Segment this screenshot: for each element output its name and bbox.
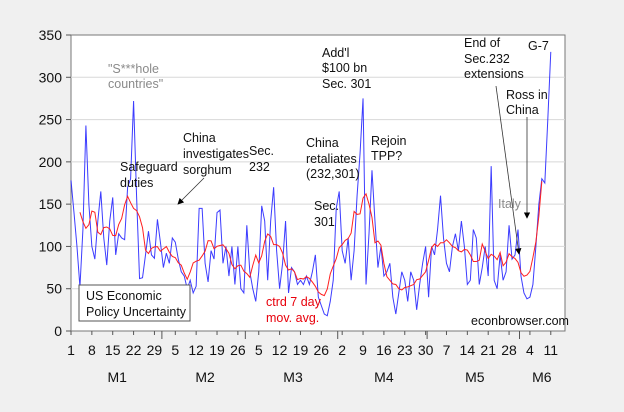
y-axis: 0 50 100 150 200 250 300 350 bbox=[39, 27, 71, 339]
month-label: M4 bbox=[374, 369, 394, 385]
x-tick-label: 30 bbox=[418, 342, 434, 358]
ma-label: ctrd 7 day mov. avg. bbox=[266, 295, 322, 325]
arrow-sorghum bbox=[177, 177, 205, 205]
annotation-line: $100 bn bbox=[322, 61, 367, 75]
annotation-sec301: Sec. 301 bbox=[314, 199, 339, 229]
annotation-line: (232,301) bbox=[306, 167, 360, 181]
x-axis: 1 8 15 22 29 5 12 19 26 5 12 19 26 2 9 16 23 30 7 14 21 28 4 11 bbox=[67, 331, 558, 358]
month-label: M3 bbox=[283, 369, 303, 385]
annotation-ross: Ross in China bbox=[506, 88, 548, 219]
annotation-line: China bbox=[183, 131, 216, 145]
annotation-line: ctrd 7 day bbox=[266, 295, 322, 309]
arrow-end232 bbox=[495, 85, 522, 255]
month-label: M2 bbox=[195, 369, 215, 385]
y-tick-label: 250 bbox=[39, 112, 63, 128]
annotation-line: 301 bbox=[314, 215, 335, 229]
legend-box: US Economic Policy Uncertainty bbox=[78, 284, 191, 322]
month-labels: M1 M2 M3 M4 M5 M6 bbox=[107, 369, 551, 385]
annotation-retaliates: China retaliates (232,301) bbox=[306, 136, 360, 181]
y-tick-label: 0 bbox=[54, 323, 62, 339]
x-tick-label: 4 bbox=[526, 342, 534, 358]
x-tick-label: 1 bbox=[67, 342, 75, 358]
annotation-line: 232 bbox=[249, 160, 270, 174]
annotation-line: extensions bbox=[464, 67, 524, 81]
annotation-line: China bbox=[506, 103, 539, 117]
x-tick-label: 5 bbox=[171, 342, 179, 358]
x-tick-label: 22 bbox=[126, 342, 142, 358]
legend-frame bbox=[78, 284, 191, 322]
y-tick-label: 300 bbox=[39, 69, 63, 85]
x-tick-label: 15 bbox=[105, 342, 121, 358]
annotation-g7: G-7 bbox=[528, 39, 549, 53]
annotation-tpp: Rejoin TPP? bbox=[371, 134, 406, 163]
annotation-sec232: Sec. 232 bbox=[249, 144, 274, 174]
annotation-add100: Add'l $100 bn Sec. 301 bbox=[322, 46, 371, 91]
annotation-italy: Italy bbox=[498, 197, 522, 211]
x-tick-label: 26 bbox=[314, 342, 330, 358]
x-tick-label: 29 bbox=[147, 342, 163, 358]
annotation-line: countries" bbox=[108, 77, 163, 91]
legend-line: US Economic bbox=[86, 289, 162, 303]
x-tick-label: 8 bbox=[88, 342, 96, 358]
x-tick-label: 23 bbox=[397, 342, 413, 358]
y-tick-label: 50 bbox=[46, 281, 62, 297]
annotation-sorghum: China investigates sorghum bbox=[177, 131, 249, 205]
x-tick-label: 11 bbox=[544, 342, 559, 358]
annotation-line: retaliates bbox=[306, 152, 357, 166]
annotation-line: Rejoin bbox=[371, 134, 406, 148]
source-label: econbrowser.com bbox=[471, 314, 569, 328]
x-tick-label: 16 bbox=[376, 342, 392, 358]
annotation-line: Safeguard bbox=[120, 160, 178, 174]
annotation-line: sorghum bbox=[183, 163, 232, 177]
x-tick-label: 12 bbox=[188, 342, 204, 358]
annotation-line: duties bbox=[120, 176, 153, 190]
x-tick-label: 19 bbox=[293, 342, 309, 358]
y-tick-label: 150 bbox=[39, 196, 63, 212]
x-tick-label: 12 bbox=[272, 342, 288, 358]
annotation-line: China bbox=[306, 136, 339, 150]
x-tick-label: 26 bbox=[230, 342, 246, 358]
x-tick-label: 5 bbox=[255, 342, 263, 358]
x-tick-label: 19 bbox=[209, 342, 225, 358]
x-tick-label: 9 bbox=[359, 342, 367, 358]
month-label: M1 bbox=[107, 369, 127, 385]
annotation-line: Sec.232 bbox=[464, 52, 510, 66]
series-epu-line bbox=[70, 51, 552, 317]
x-tick-label: 14 bbox=[460, 342, 476, 358]
annotation-line: Add'l bbox=[322, 46, 349, 60]
annotation-end232: End of Sec.232 extensions bbox=[464, 36, 524, 255]
y-tick-label: 100 bbox=[39, 238, 63, 254]
annotation-line: investigates bbox=[183, 147, 249, 161]
annotation-shithole: "S***hole countries" bbox=[108, 62, 163, 91]
annotation-line: TPP? bbox=[371, 149, 402, 163]
x-tick-label: 7 bbox=[443, 342, 451, 358]
annotation-line: Sec. 301 bbox=[322, 77, 371, 91]
plot-area bbox=[70, 34, 566, 332]
series-lines bbox=[70, 51, 552, 317]
annotation-line: End of bbox=[464, 36, 501, 50]
annotation-line: "S***hole bbox=[108, 62, 159, 76]
x-tick-label: 21 bbox=[480, 342, 496, 358]
x-tick-label: 28 bbox=[501, 342, 517, 358]
annotation-safeguard: Safeguard duties bbox=[120, 160, 178, 190]
annotation-line: mov. avg. bbox=[266, 311, 319, 325]
series-moving-average-line bbox=[79, 181, 543, 297]
annotation-line: Ross in bbox=[506, 88, 548, 102]
month-label: M6 bbox=[532, 369, 552, 385]
annotation-line: Sec. bbox=[249, 144, 274, 158]
annotation-line: Sec. bbox=[314, 199, 339, 213]
month-label: M5 bbox=[465, 369, 485, 385]
y-tick-label: 200 bbox=[39, 154, 63, 170]
y-tick-label: 350 bbox=[39, 27, 63, 43]
legend-line: Policy Uncertainty bbox=[86, 305, 187, 319]
x-tick-label: 2 bbox=[338, 342, 346, 358]
